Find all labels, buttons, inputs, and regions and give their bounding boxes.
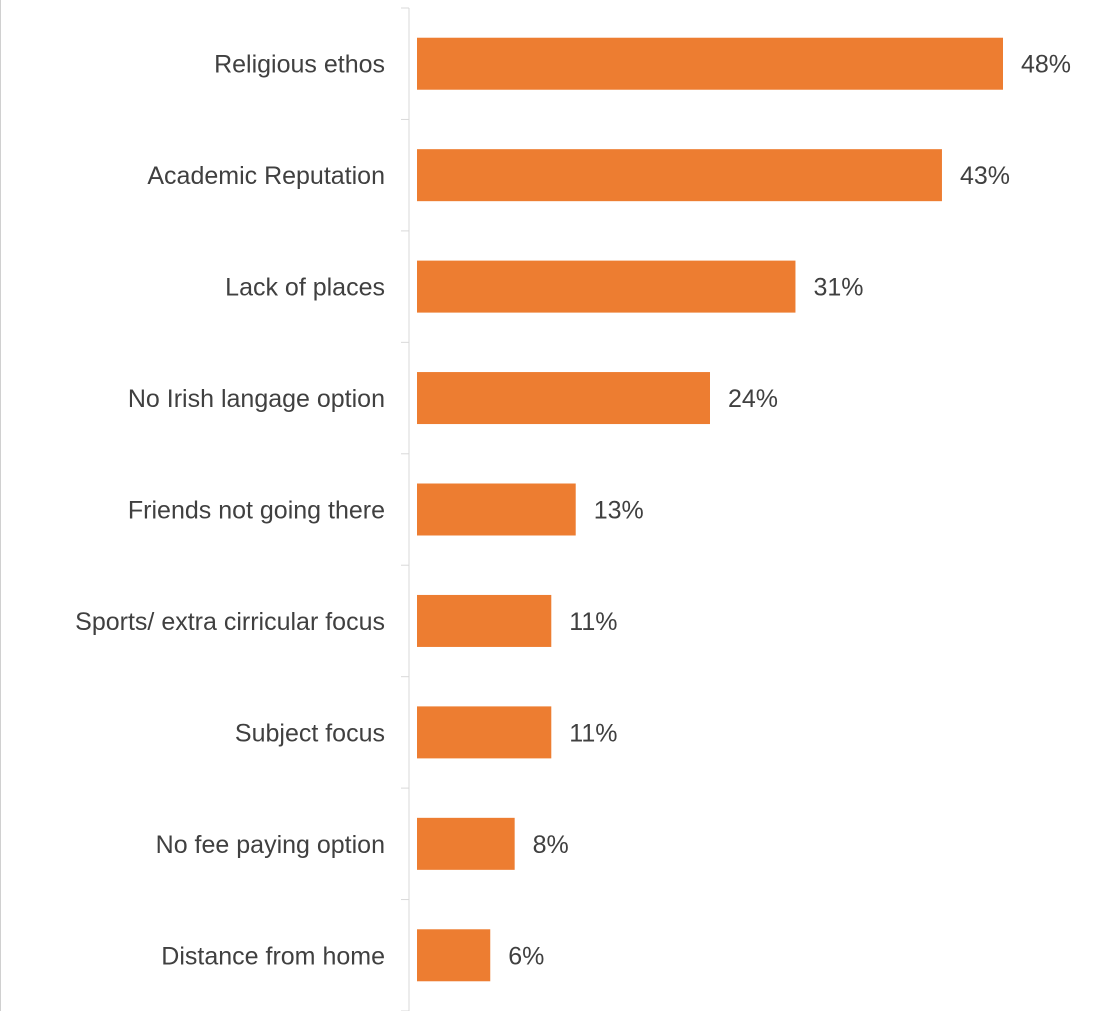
- bar: [417, 929, 491, 982]
- category-label: Distance from home: [161, 942, 385, 970]
- category-label: No fee paying option: [156, 831, 385, 859]
- bar: [417, 706, 552, 759]
- data-label: 6%: [508, 942, 544, 970]
- page-edge: [0, 0, 1, 1011]
- category-label: Religious ethos: [214, 51, 385, 79]
- bar: [417, 372, 710, 425]
- category-label: No Irish langage option: [128, 385, 385, 413]
- data-label: 13%: [594, 497, 644, 525]
- data-label: 48%: [1021, 51, 1071, 79]
- category-label: Friends not going there: [128, 497, 385, 525]
- category-label: Subject focus: [235, 719, 385, 747]
- data-label: 11%: [569, 719, 617, 747]
- bar: [417, 594, 552, 647]
- category-label: Sports/ extra cirricular focus: [75, 608, 385, 636]
- bar: [417, 817, 515, 870]
- bar: [417, 149, 942, 202]
- category-label: Lack of places: [225, 274, 385, 302]
- data-label: 24%: [728, 385, 778, 413]
- bar: [417, 37, 1003, 90]
- data-label: 11%: [569, 608, 617, 636]
- bar: [417, 483, 576, 536]
- data-label: 8%: [533, 831, 569, 859]
- bar: [417, 260, 796, 313]
- category-label: Academic Reputation: [147, 162, 385, 190]
- data-label: 43%: [960, 162, 1010, 190]
- data-label: 31%: [813, 274, 863, 302]
